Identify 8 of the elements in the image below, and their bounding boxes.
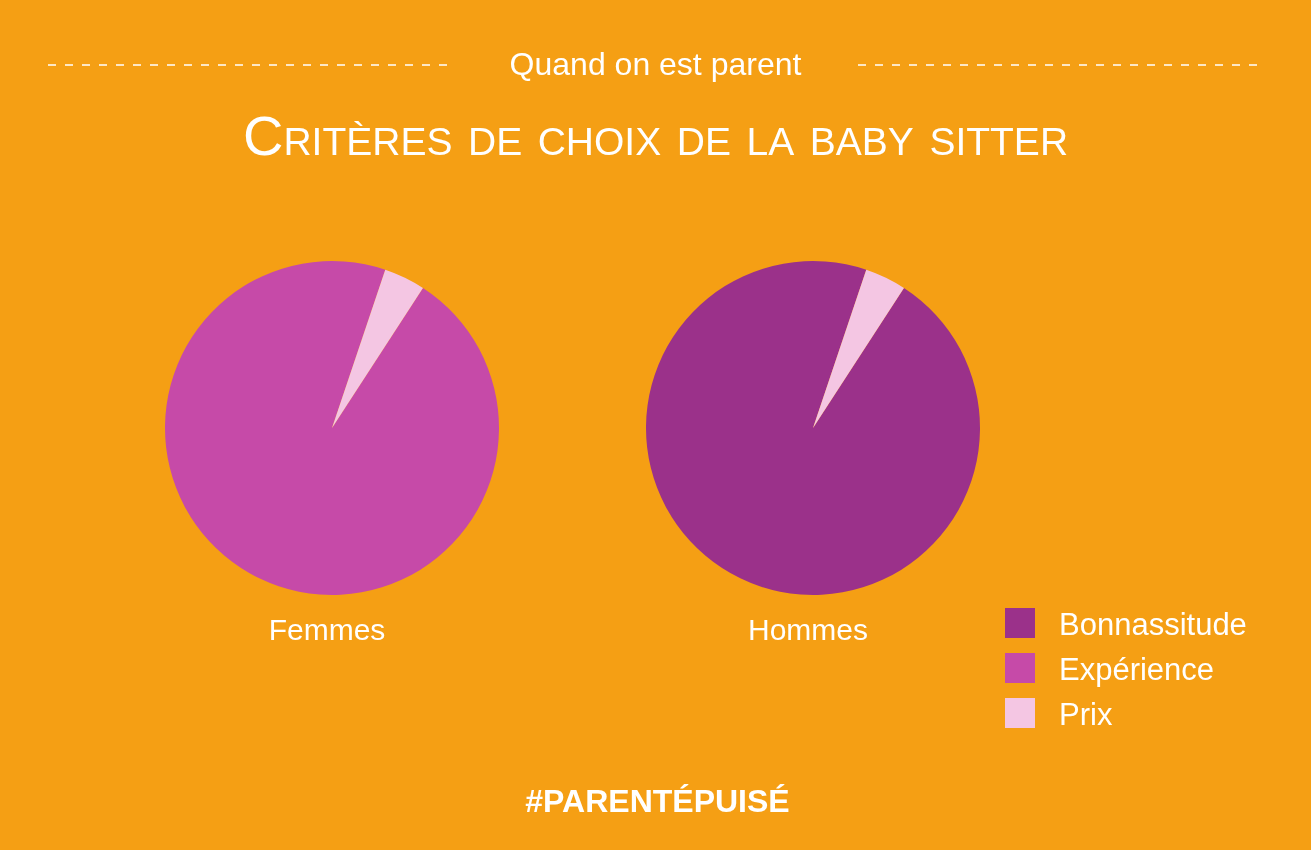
slice-label: Femmes bbox=[268, 613, 386, 646]
legend-label: Expérience bbox=[1059, 652, 1215, 687]
chart-subtitle: Quand on est parent bbox=[509, 46, 802, 82]
slice-label: Hommes bbox=[747, 613, 869, 646]
text: #PARENTÉPUISÉ bbox=[525, 783, 790, 819]
chart-title: Critères de choix de la baby sitter bbox=[242, 104, 1069, 167]
legend-label: Bonnassitude bbox=[1059, 607, 1247, 642]
legend-label: Prix bbox=[1059, 697, 1113, 732]
